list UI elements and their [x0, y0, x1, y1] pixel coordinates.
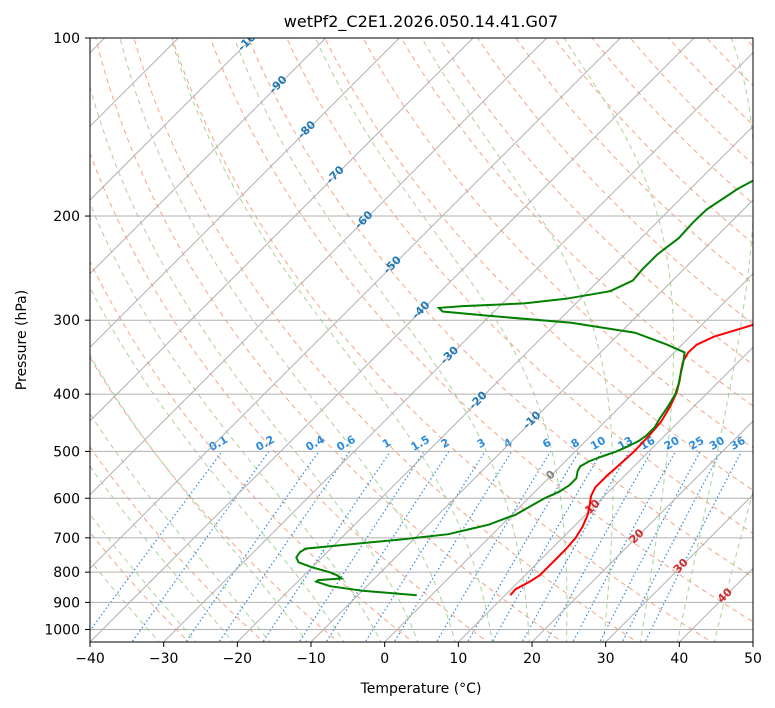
dry-adiabat: [247, 38, 753, 578]
y-tick-label: 100: [53, 31, 80, 47]
y-tick-label: 900: [53, 595, 80, 611]
mixing-ratio-line: [572, 451, 677, 642]
isotherm-gridline: [90, 38, 622, 570]
isotherm-gridline: [531, 420, 753, 642]
isotherm-gridline: [90, 38, 474, 422]
moist-adiabat: [563, 38, 675, 642]
x-tick-label: −40: [75, 651, 105, 667]
isotherm-gridline: [604, 493, 753, 642]
dry-adiabat: [209, 38, 753, 623]
mixing-ratio-line: [298, 451, 425, 642]
y-axis-label: Pressure (hPa): [14, 290, 30, 390]
isotherm-gridline: [162, 51, 753, 642]
moist-adiabat: [233, 38, 530, 642]
mixing-ratio-line: [325, 451, 450, 642]
x-tick-label: 50: [744, 651, 762, 667]
mixing-ratio-line: [393, 451, 513, 642]
isotherm-gridline: [90, 38, 401, 349]
isotherm-gridline: [90, 38, 327, 275]
x-tick-label: 30: [597, 651, 615, 667]
mixing-ratio-line: [90, 451, 223, 632]
y-tick-label: 200: [53, 209, 80, 225]
mixing-ratio-line: [435, 451, 552, 642]
dry-adiabat: [324, 38, 753, 491]
x-tick-label: 40: [670, 651, 688, 667]
mixing-ratio-line: [599, 451, 701, 642]
isotherm-gridline: [90, 38, 253, 201]
axes: −40 −30 −20 −10 0 10 20 30 40 50 100 200 300 400 500 60…: [44, 31, 762, 667]
mixing-ratio-line: [621, 451, 722, 642]
isotherm-gridline: [383, 272, 753, 642]
x-axis-label: Temperature (°C): [360, 681, 482, 697]
moist-adiabat: [314, 38, 568, 642]
isotherm-gridline: [236, 125, 753, 642]
mixing-ratio-line: [545, 451, 652, 642]
moist-adiabat: [119, 38, 456, 642]
x-tick-label: −10: [296, 651, 326, 667]
mixing-ratio-line: [262, 451, 391, 642]
y-tick-label: 1000: [44, 622, 80, 638]
isotherm-gridline: [90, 38, 548, 496]
isotherm-gridline: [457, 346, 753, 642]
mixing-ratio-line: [364, 451, 486, 642]
moist-adiabat: [90, 354, 308, 642]
y-tick-label: 500: [53, 444, 80, 460]
x-tick-label: 10: [449, 651, 467, 667]
isotherm-gridline: [310, 199, 753, 642]
mixing-ratio-line: [131, 451, 270, 642]
moist-adiabat: [170, 38, 493, 642]
x-tick-label: −20: [223, 651, 253, 667]
dewpoint-profile: [295, 179, 753, 597]
axes-frame: [89, 37, 754, 643]
mixing-ratio-line: [185, 451, 320, 642]
dry-adiabat: [286, 38, 753, 535]
y-tick-label: 800: [53, 565, 80, 581]
x-tick-label: 20: [523, 651, 541, 667]
chart-title: wetPf2_C2E1.2026.050.14.41.G07: [284, 12, 558, 32]
y-tick-label: 400: [53, 387, 80, 403]
x-tick-label: 0: [380, 651, 389, 667]
mixing-ratio-line: [218, 451, 351, 642]
y-tick-label: 300: [53, 313, 80, 329]
plot-area: 0.1 0.2 0.4 0.6 1 1.5 2 3 4 6 8 10 13 16 20 25 30 36-100-…: [90, 38, 753, 642]
isotherm-gridline: [90, 38, 695, 642]
dry-adiabat: [400, 38, 753, 407]
y-tick-label: 700: [53, 531, 80, 547]
dry-adiabat: [90, 151, 489, 642]
x-tick-label: −30: [149, 651, 179, 667]
moist-adiabat: [421, 38, 614, 642]
y-tick-label: 600: [53, 491, 80, 507]
